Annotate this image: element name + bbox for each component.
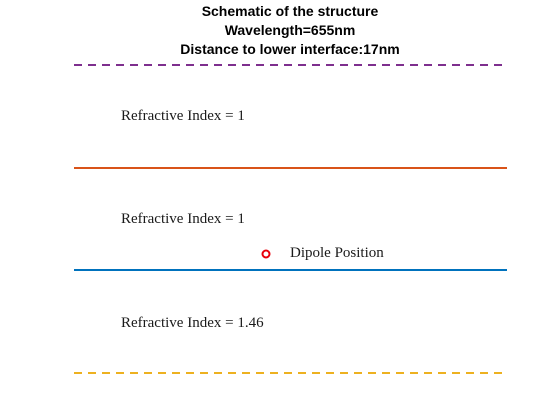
layer-2-label: Refractive Index = 1 bbox=[121, 211, 245, 227]
title-line-3: Distance to lower interface:17nm bbox=[180, 41, 400, 57]
layer-3-label: Refractive Index = 1.46 bbox=[121, 315, 264, 331]
dipole-position-label: Dipole Position bbox=[290, 245, 384, 261]
title-line-1: Schematic of the structure bbox=[201, 3, 379, 19]
dipole-marker-icon bbox=[261, 249, 271, 259]
figure-title: Schematic of the structure Wavelength=65… bbox=[0, 2, 560, 59]
title-line-2: Wavelength=655nm bbox=[224, 22, 356, 38]
layer-1-label: Refractive Index = 1 bbox=[121, 108, 245, 124]
